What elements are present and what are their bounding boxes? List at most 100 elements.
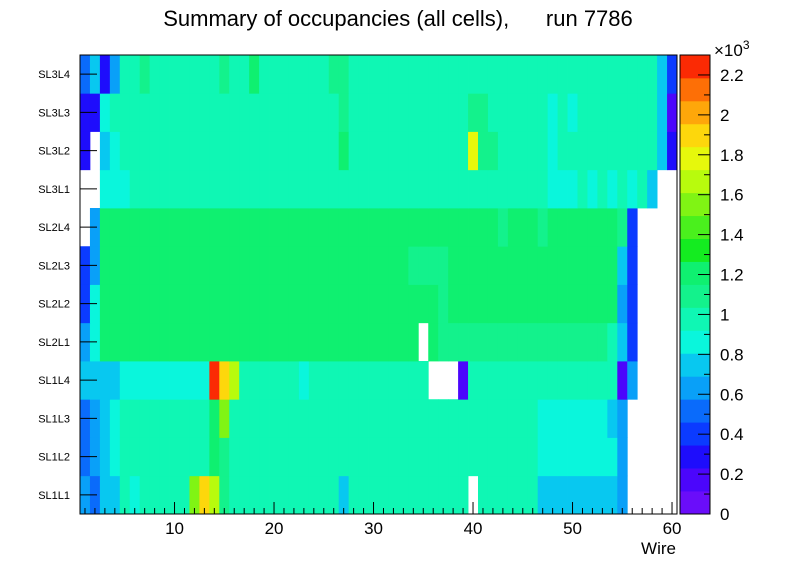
heatmap-cell [567,361,578,400]
heatmap-cell [587,208,598,247]
heatmap-cell [199,246,210,285]
heatmap-cell [109,284,121,324]
heatmap-cell [348,361,359,400]
heatmap-cell [338,399,350,438]
heatmap-cell [169,361,180,400]
heatmap-cell [617,131,628,171]
heatmap-cell [229,437,240,477]
heatmap-cell [378,208,389,247]
heatmap-cell [547,361,558,400]
colorbar-swatch [680,100,710,125]
heatmap-cell [179,361,190,400]
heatmap-cell [298,284,310,324]
heatmap-cell [448,475,459,515]
heatmap-cell [279,131,290,171]
heatmap-cell [199,55,210,94]
heatmap-cell [199,399,210,438]
heatmap-cell [388,131,399,171]
heatmap-cell [99,361,111,400]
heatmap-cell [438,55,449,94]
heatmap-cell [368,131,379,171]
heatmap-cell [418,437,429,477]
heatmap-cell [398,55,409,94]
heatmap-cell [139,284,151,324]
heatmap-cell [328,246,340,285]
heatmap-cell [269,93,280,132]
heatmap-cell [497,246,509,285]
colorbar-tick-label: 1.6 [720,186,744,205]
heatmap-cell [587,169,598,209]
heatmap-cell [587,437,598,477]
heatmap-cell [338,93,350,132]
heatmap-cell [209,475,220,515]
heatmap-cell [219,208,230,247]
heatmap-cell [259,284,270,324]
heatmap-cell [398,322,409,362]
heatmap-cell [438,208,449,247]
heatmap-cell [507,169,519,209]
heatmap-cell [109,208,121,247]
heatmap-cell [209,93,220,132]
heatmap-cell [298,208,310,247]
heatmap-cell [587,361,598,400]
heatmap-cell [458,169,469,209]
heatmap-cell [179,475,190,515]
heatmap-cell [169,322,180,362]
heatmap-cell [418,399,429,438]
heatmap-cell [249,284,260,324]
colorbar-swatch [680,146,710,171]
colorbar-swatch [680,261,710,285]
heatmap-cell [298,475,310,515]
heatmap-cell [458,361,469,400]
heatmap-cell [577,131,588,171]
heatmap-cell [507,284,519,324]
heatmap-cell [99,169,111,209]
heatmap-cell [99,399,111,438]
heatmap-cell [239,55,250,94]
colorbar-swatch [680,77,710,102]
heatmap-cell [547,169,558,209]
heatmap-cell [537,322,549,362]
heatmap-cell [527,322,539,362]
heatmap-cell [298,55,310,94]
heatmap-cell [527,169,539,209]
heatmap-cell [517,208,529,247]
heatmap-cell [607,131,618,171]
heatmap-cell [478,399,489,438]
heatmap-cells [80,55,678,515]
heatmap-cell [627,169,638,209]
heatmap-cell [567,322,578,362]
heatmap-cell [109,131,121,171]
heatmap-cell [229,475,240,515]
heatmap-cell [199,437,210,477]
heatmap-cell [468,131,479,171]
heatmap-cell [597,437,608,477]
heatmap-cell [567,208,578,247]
heatmap-cell [129,131,141,171]
heatmap-cell [219,284,230,324]
heatmap-cell [468,246,479,285]
heatmap-cell [288,284,300,324]
heatmap-cell [567,475,578,515]
heatmap-cell [378,169,389,209]
heatmap-cell [239,131,250,171]
heatmap-cell [567,284,578,324]
heatmap-cell [239,246,250,285]
heatmap-cell [338,322,350,362]
colorbar-frame [679,54,711,515]
heatmap-cell [537,93,549,132]
colorbar-swatch [680,284,710,308]
heatmap-cell [478,475,489,515]
heatmap-cell [318,361,330,400]
heatmap-cell [338,169,350,209]
heatmap-cell [189,437,200,477]
heatmap-cell [109,437,121,477]
heatmap-cell [617,361,628,400]
heatmap-cell [209,55,220,94]
heatmap-cell [308,399,320,438]
heatmap-cell [288,361,300,400]
heatmap-cell [318,131,330,171]
heatmap-cell [249,475,260,515]
heatmap-cell [348,208,359,247]
